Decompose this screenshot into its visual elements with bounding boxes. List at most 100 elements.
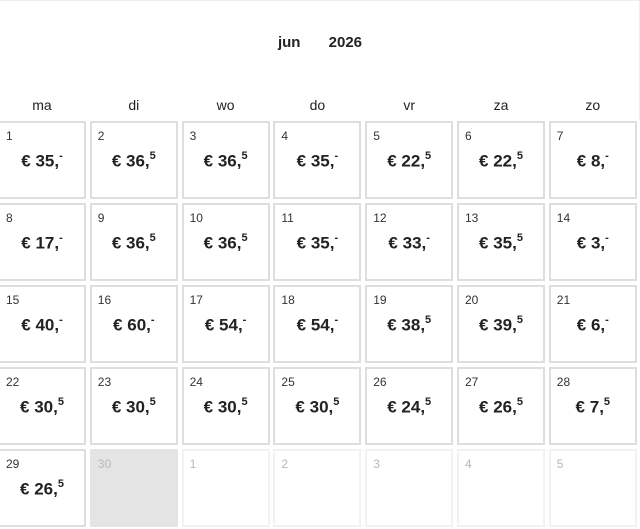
- day-number: 30: [97, 457, 112, 471]
- day-cell[interactable]: 7 € 8,-: [548, 121, 637, 199]
- day-number: 20: [465, 293, 479, 307]
- day-cell[interactable]: 3 € 36,5: [181, 121, 270, 199]
- price-cents: 5: [425, 314, 432, 326]
- day-cell[interactable]: 14 € 3,-: [548, 203, 637, 281]
- price-euros: 35,: [310, 151, 335, 171]
- day-cell[interactable]: 16 € 60,-: [89, 285, 178, 363]
- weekday-do: do: [309, 97, 326, 113]
- day-cell[interactable]: 9 € 36,5: [89, 203, 178, 281]
- price-cents: 5: [425, 150, 432, 162]
- price-cents: 5: [57, 478, 64, 490]
- currency-symbol: €: [204, 315, 215, 335]
- day-number: 8: [6, 211, 13, 225]
- day-number: 1: [189, 457, 197, 471]
- currency-symbol: €: [113, 315, 123, 335]
- price-cents: 5: [149, 396, 156, 408]
- price-euros: 54,: [310, 315, 335, 335]
- price-euros: 22,: [401, 151, 426, 171]
- day-cell[interactable]: 28 € 7,5: [548, 367, 637, 445]
- day-cell[interactable]: 13 € 35,5: [457, 203, 545, 281]
- price-cents: 5: [241, 396, 248, 408]
- currency-symbol: €: [203, 151, 214, 171]
- currency-symbol: €: [575, 397, 585, 417]
- day-cell: 1: [181, 449, 270, 527]
- price-euros: 40,: [35, 315, 60, 335]
- currency-symbol: €: [479, 233, 489, 253]
- day-price: € 54,-: [184, 314, 268, 336]
- price-cents: 5: [149, 150, 156, 162]
- day-price: € 35,-: [0, 150, 84, 172]
- day-price: € 33,-: [367, 232, 451, 254]
- day-number: 15: [6, 293, 20, 307]
- day-price: € 36,5: [92, 150, 176, 172]
- currency-symbol: €: [295, 397, 305, 417]
- day-price: € 8,-: [551, 150, 635, 172]
- day-cell: 5: [548, 449, 637, 527]
- day-price: € 22,5: [459, 150, 543, 172]
- day-cell[interactable]: 23 € 30,5: [89, 367, 178, 445]
- day-cell[interactable]: 4 € 35,-: [273, 121, 362, 199]
- day-cell[interactable]: 5 € 22,5: [365, 121, 454, 199]
- day-cell[interactable]: 24 € 30,5: [181, 367, 270, 445]
- day-cell[interactable]: 10 € 36,5: [181, 203, 270, 281]
- currency-symbol: €: [387, 315, 397, 335]
- weekday-za: za: [493, 97, 509, 113]
- day-cell: 30: [89, 449, 178, 527]
- currency-symbol: €: [576, 233, 587, 253]
- day-cell[interactable]: 26 € 24,5: [365, 367, 454, 445]
- day-number: 19: [373, 293, 387, 307]
- price-cents: 5: [516, 314, 523, 326]
- day-cell[interactable]: 25 € 30,5: [273, 367, 362, 445]
- day-number: 17: [189, 293, 203, 307]
- day-price: € 39,5: [459, 314, 543, 336]
- price-cents: -: [150, 314, 155, 326]
- day-cell[interactable]: 6 € 22,5: [457, 121, 545, 199]
- day-price: € 40,-: [0, 314, 84, 336]
- currency-symbol: €: [479, 315, 489, 335]
- top-divider: [0, 0, 640, 1]
- day-price: € 24,5: [367, 396, 451, 418]
- day-price: € 35,5: [459, 232, 543, 254]
- day-cell[interactable]: 22 € 30,5: [0, 367, 86, 445]
- day-number: 22: [6, 375, 20, 389]
- price-cents: 5: [425, 396, 432, 408]
- day-cell[interactable]: 11 € 35,-: [273, 203, 362, 281]
- price-cents: -: [242, 314, 247, 326]
- day-number: 29: [6, 457, 20, 471]
- price-euros: 33,: [402, 233, 427, 253]
- price-euros: 36,: [126, 151, 150, 171]
- price-cents: -: [605, 150, 609, 162]
- day-number: 13: [465, 211, 479, 225]
- currency-symbol: €: [479, 397, 489, 417]
- day-cell[interactable]: 15 € 40,-: [0, 285, 86, 363]
- day-number: 9: [97, 211, 105, 225]
- day-number: 3: [373, 457, 380, 471]
- day-cell[interactable]: 20 € 39,5: [457, 285, 545, 363]
- day-cell[interactable]: 29 € 26,5: [0, 449, 86, 527]
- month-label: jun: [277, 34, 301, 51]
- price-cents: -: [334, 314, 339, 326]
- day-cell[interactable]: 19 € 38,5: [365, 285, 454, 363]
- day-number: 24: [189, 375, 203, 389]
- day-cell[interactable]: 27 € 26,5: [457, 367, 545, 445]
- day-number: 2: [281, 457, 289, 471]
- day-cell[interactable]: 2 € 36,5: [89, 121, 178, 199]
- day-cell[interactable]: 18 € 54,-: [273, 285, 362, 363]
- day-number: 2: [97, 129, 105, 143]
- day-price: € 7,5: [551, 396, 635, 418]
- currency-symbol: €: [111, 233, 122, 253]
- day-cell[interactable]: 21 € 6,-: [548, 285, 637, 363]
- day-number: 18: [281, 293, 295, 307]
- day-number: 1: [6, 129, 13, 143]
- day-cell[interactable]: 12 € 33,-: [365, 203, 454, 281]
- day-price: € 17,-: [0, 232, 84, 254]
- currency-symbol: €: [111, 397, 122, 417]
- currency-symbol: €: [296, 233, 307, 253]
- day-cell[interactable]: 1 € 35,-: [0, 121, 86, 199]
- currency-symbol: €: [21, 315, 31, 335]
- day-number: 12: [373, 211, 387, 225]
- day-cell[interactable]: 8 € 17,-: [0, 203, 86, 281]
- day-cell[interactable]: 17 € 54,-: [181, 285, 270, 363]
- day-cell: 2: [273, 449, 362, 527]
- day-price: € 36,5: [184, 232, 268, 254]
